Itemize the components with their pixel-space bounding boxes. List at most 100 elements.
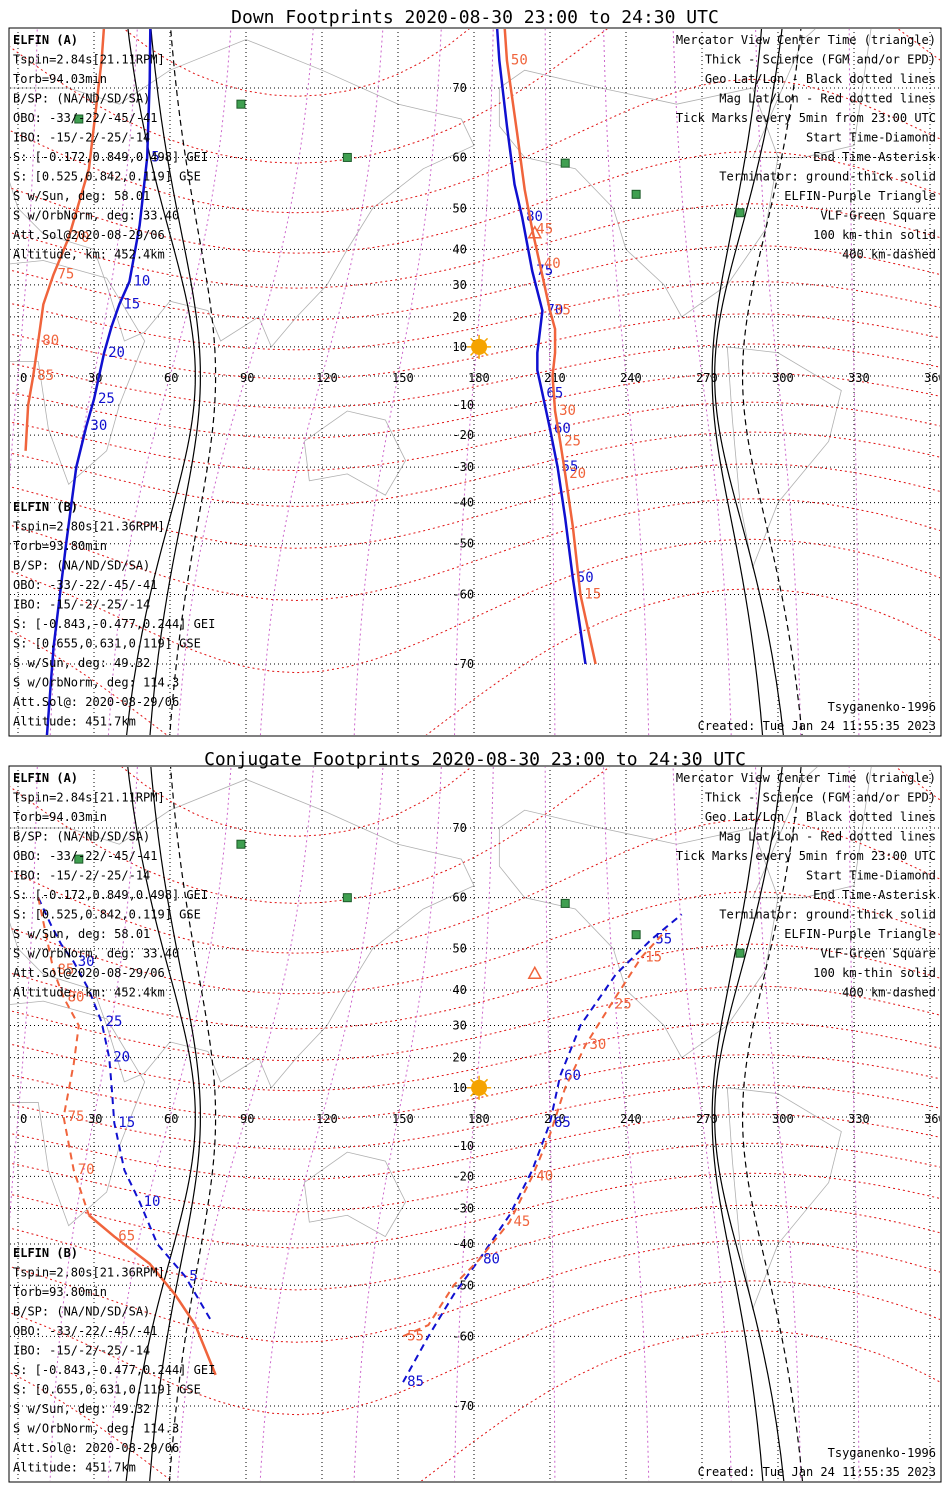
mag-parallel: [10, 943, 940, 1030]
chart-title: Down Footprints 2020-08-30 23:00 to 24:3…: [231, 7, 719, 28]
terminator-ground-west: [126, 29, 196, 735]
plot-frame: [8, 27, 942, 737]
track-tick-label: 70: [73, 230, 90, 246]
track-tick-label: 80: [483, 1252, 500, 1268]
legend-entry: 400 km-dashed: [842, 248, 936, 262]
y-tick-label: 30: [452, 1019, 466, 1033]
legend-entry: End Time-Asterisk: [813, 888, 937, 902]
elfin-b-info: Tspin=2.80s[21.36RPM]: [13, 1266, 165, 1280]
elfin-b-info: IBO: -15/-2/-25/-14: [13, 598, 150, 612]
model-label: Tsyganenko-1996: [828, 1446, 936, 1460]
created-stamp: Created: Tue Jan 24 11:55:35 2023: [698, 1465, 936, 1479]
mag-meridian: [353, 29, 442, 735]
footprint-track: [88, 1214, 217, 1376]
track-tick-label: 65: [554, 1115, 571, 1131]
track-tick-label: 5: [151, 149, 159, 165]
coastline: [303, 1151, 407, 1238]
coastline: [10, 260, 146, 486]
track-tick-label: 55: [407, 1328, 424, 1344]
y-tick-label: -70: [452, 657, 474, 671]
track-tick-label: 60: [564, 1068, 581, 1084]
elfin-b-info: Att.Sol@: 2020-08-29/06: [13, 1441, 179, 1455]
elfin-b-info: Torb=93.80min: [13, 1285, 107, 1299]
x-tick-label: 120: [316, 371, 338, 385]
mag-meridian: [603, 767, 650, 1481]
elfin-b-info: Altitude: 451.7km: [13, 1461, 136, 1475]
footprint-track: [402, 913, 683, 1383]
elfin-b-info: S: [0.655,0.631,0.119] GSE: [13, 1383, 201, 1397]
legend-entry: Thick - Science (FGM and/or EPD): [705, 53, 936, 67]
track-tick-label: 15: [123, 296, 140, 312]
footprint-track: [37, 897, 90, 1216]
vlf-station-square: [342, 152, 352, 162]
mag-parallel: [10, 891, 940, 995]
track-tick-label: 85: [57, 962, 74, 978]
y-tick-label: -60: [452, 1329, 474, 1343]
track-tick-label: 25: [98, 391, 115, 407]
x-tick-label: 360: [924, 1112, 946, 1126]
elfin-b-info: Tspin=2.80s[21.36RPM]: [13, 520, 165, 534]
terminator-100km-east: [711, 767, 764, 1481]
x-tick-label: 210: [544, 1112, 566, 1126]
elfin-b-info: S: [0.655,0.631,0.119] GSE: [13, 637, 201, 651]
footprint-track: [503, 29, 597, 665]
legend-entry: Geo Lat/Lon - Black dotted lines: [705, 72, 936, 86]
vlf-station-square: [735, 208, 745, 218]
x-tick-label: 90: [240, 1112, 254, 1126]
x-tick-label: 0: [20, 371, 27, 385]
footprint-track: [24, 29, 106, 451]
y-tick-label: 70: [452, 821, 466, 835]
elfin-a-info: S w/OrbNorm, deg: 33.40: [13, 947, 179, 961]
mag-meridian: [10, 767, 38, 1221]
track-tick-label: 20: [569, 466, 586, 482]
mag-meridian: [107, 29, 232, 735]
vlf-station-square: [735, 948, 745, 958]
track-tick-label: 30: [559, 403, 576, 419]
mag-meridian: [848, 29, 860, 735]
track-tick-label: 25: [106, 1014, 123, 1030]
y-tick-label: -30: [452, 460, 474, 474]
footprint-track: [37, 897, 212, 1321]
mag-meridian: [672, 767, 732, 1481]
sun-marker: [471, 338, 488, 355]
elfin-a-info: S w/Sun, deg: 58.01: [13, 189, 150, 203]
track-tick-label: 35: [554, 303, 571, 319]
y-tick-label: 70: [452, 81, 466, 95]
y-tick-label: -40: [452, 496, 474, 510]
terminator-100km-west: [149, 29, 202, 735]
vlf-station-square: [560, 898, 570, 908]
mag-parallel: [10, 1330, 940, 1481]
elfin-a-info: S w/Sun, deg: 58.01: [13, 927, 150, 941]
elfin-a-info: Att.Sol@2020-08-29/06: [13, 228, 165, 242]
x-tick-label: 300: [772, 371, 794, 385]
legend-entry: Tick Marks every 5min from 23:00 UTC: [676, 111, 936, 125]
x-tick-label: 210: [544, 371, 566, 385]
track-tick-label: 80: [42, 333, 59, 349]
vlf-station-square: [342, 893, 352, 903]
legend-entry: ELFIN-Purple Triangle: [784, 189, 936, 203]
y-tick-label: 20: [452, 1051, 466, 1065]
track-tick-label: 85: [407, 1374, 424, 1390]
x-tick-label: 60: [164, 1112, 178, 1126]
y-tick-label: 40: [452, 983, 466, 997]
y-tick-label: 20: [452, 310, 466, 324]
track-tick-label: 45: [536, 222, 553, 238]
mag-parallel: [10, 588, 940, 735]
vlf-station-square: [560, 158, 570, 168]
mag-parallel: [10, 985, 940, 1062]
legend-entry: Geo Lat/Lon - Black dotted lines: [705, 810, 936, 824]
elfin-a-info: OBO: -33/-22/-45/-41: [13, 849, 158, 863]
track-tick-label: 85: [37, 368, 54, 384]
track-tick-label: 30: [78, 954, 95, 970]
elfin-b-info: S w/OrbNorm, deg: 114.3: [13, 1422, 179, 1436]
mag-parallel: [10, 203, 940, 289]
x-tick-label: 240: [620, 371, 642, 385]
elfin-a-info: IBO: -15/-2/-25/-14: [13, 131, 150, 145]
elfin-a-info: S: [0.525,0.842,0.119] GSE: [13, 170, 201, 184]
elfin-b-info: OBO: -33/-22/-45/-41: [13, 578, 158, 592]
sun-marker: [471, 1079, 488, 1096]
elfin-a-info: Att.Sol@2020-08-29/06: [13, 966, 165, 980]
y-tick-label: -40: [452, 1237, 474, 1251]
legend-entry: Mercator View Center Time (triangle): [676, 33, 936, 47]
track-tick-label: 10: [133, 273, 150, 289]
